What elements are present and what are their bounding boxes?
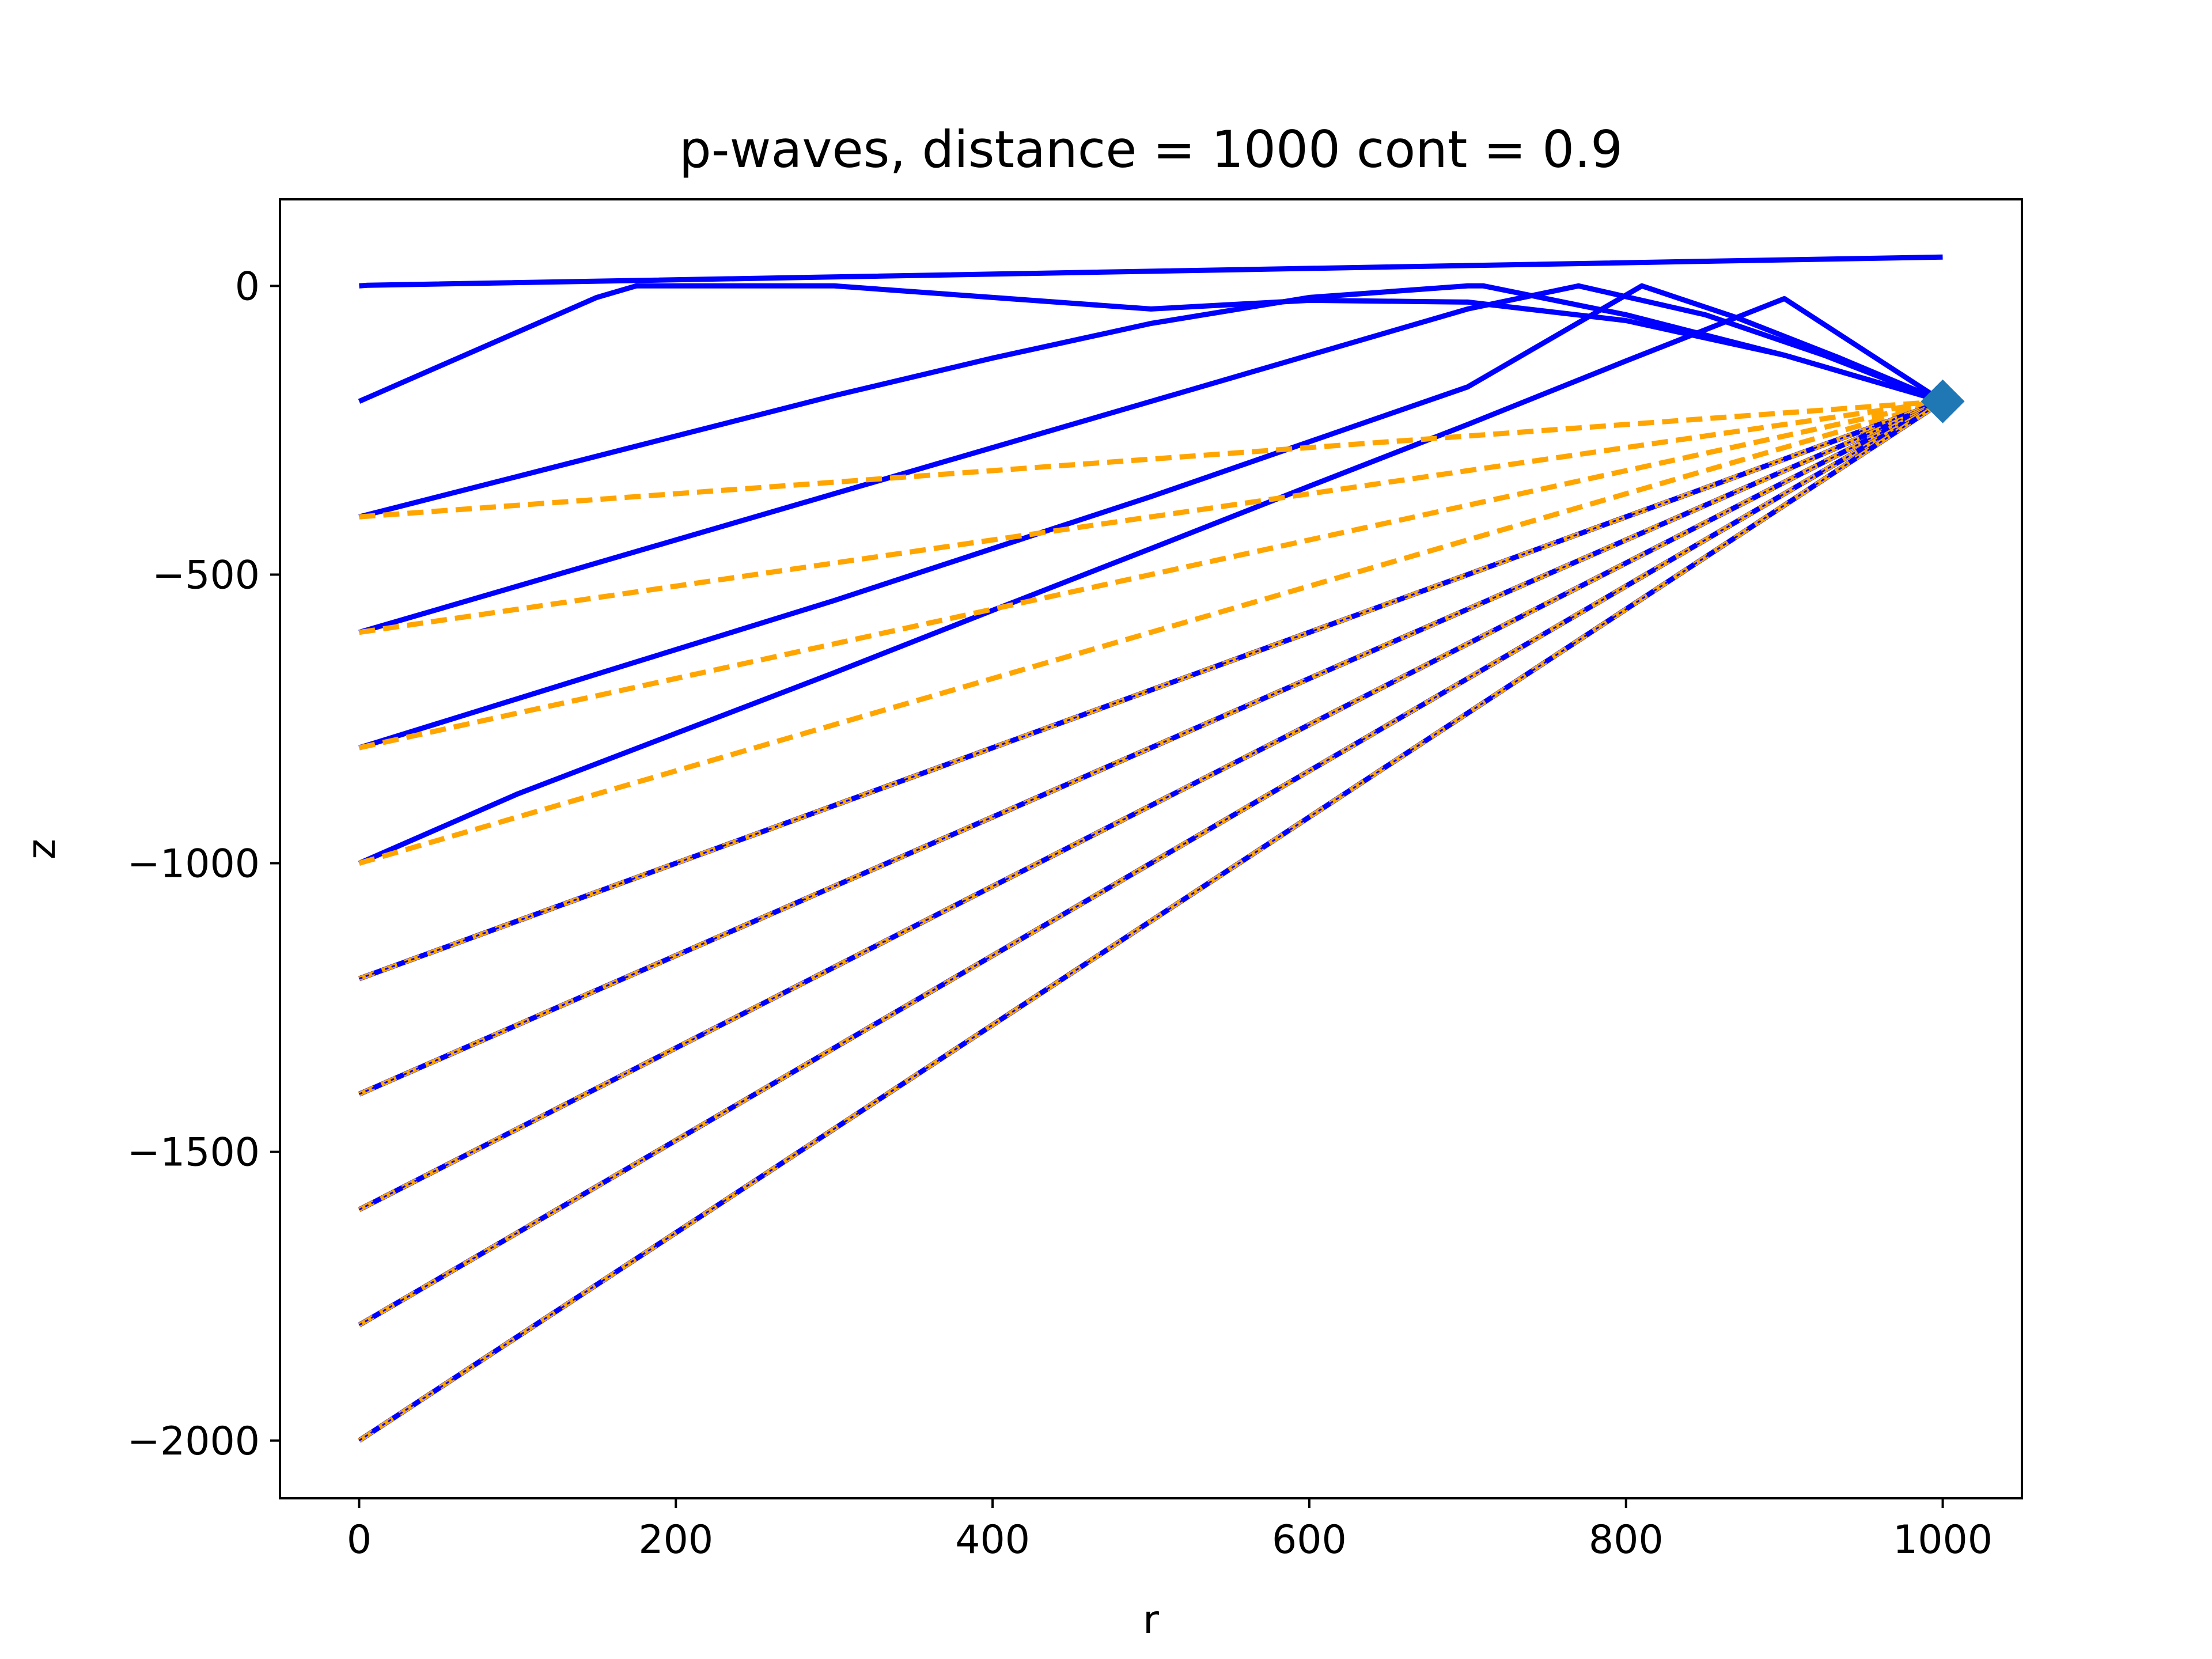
chart-title: p-waves, distance = 1000 cont = 0.9 xyxy=(679,120,1623,179)
ray-path-dot-overlay-13 xyxy=(358,400,1944,1326)
x-tick-label: 600 xyxy=(1272,1517,1347,1563)
ray-path-line-0 xyxy=(359,254,1943,289)
x-axis-label: r xyxy=(1143,1597,1159,1643)
ray-path-dot-overlay-11 xyxy=(358,400,1944,1095)
ray-path-line-4 xyxy=(358,283,1944,751)
x-tick-label: 200 xyxy=(638,1517,713,1563)
y-tick-label: 0 xyxy=(235,264,260,309)
series-layer xyxy=(358,254,1944,1443)
straight-path-line-8 xyxy=(358,399,1944,751)
x-tick-label: 0 xyxy=(347,1517,372,1563)
x-axis: 0 200 400 600 800 1000 xyxy=(347,1498,1993,1563)
y-axis-label: z xyxy=(19,839,65,859)
y-tick-label: −1000 xyxy=(127,842,260,887)
ray-path-line-5 xyxy=(358,296,1944,866)
y-tick-label: −1500 xyxy=(127,1130,260,1176)
straight-path-line-7 xyxy=(358,399,1944,635)
x-tick-label: 400 xyxy=(955,1517,1030,1563)
ray-path-dot-overlay-10 xyxy=(358,400,1944,980)
straight-path-line-9 xyxy=(358,399,1944,866)
x-tick-label: 800 xyxy=(1589,1517,1664,1563)
marker-layer xyxy=(1921,379,1965,423)
y-axis: 0 −500 −1000 −1500 −2000 xyxy=(127,264,280,1464)
ray-path-dot-overlay-14 xyxy=(358,400,1944,1442)
y-tick-label: −2000 xyxy=(127,1419,260,1464)
ray-path-dot-overlay-12 xyxy=(358,400,1944,1211)
receiver-diamond-marker xyxy=(1921,379,1965,423)
plot-frame xyxy=(279,198,2023,1499)
ray-path-line-1 xyxy=(358,283,1944,404)
x-tick-label: 1000 xyxy=(1893,1517,1993,1563)
y-tick-label: −500 xyxy=(152,552,260,598)
ray-path-line-2 xyxy=(358,283,1944,520)
